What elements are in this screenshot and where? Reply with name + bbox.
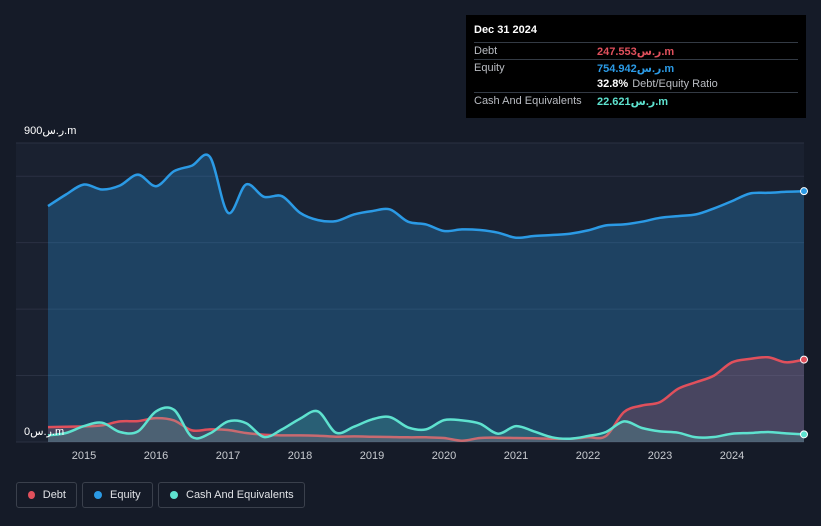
tooltip-equity-label: Equity: [474, 62, 505, 74]
x-tick-label: 2018: [287, 450, 313, 462]
x-tick-label: 2022: [575, 450, 601, 462]
legend-debt-label: Debt: [42, 489, 66, 501]
tooltip-equity-value: 754.942ر.س.m: [597, 62, 675, 75]
equity-dot-icon: [94, 491, 102, 499]
tooltip-cash-value: 22.621ر.س.m: [597, 95, 669, 108]
legend-equity-label: Equity: [110, 489, 141, 501]
tooltip-debt-row: Debt 247.553ر.س.m: [474, 42, 798, 59]
tooltip-debt-label: Debt: [474, 45, 498, 57]
tooltip-cash-row: Cash And Equivalents 22.621ر.س.m: [474, 92, 798, 109]
cash-area: [48, 407, 804, 442]
tooltip-date: Dec 31 2024: [474, 24, 537, 36]
tooltip-debt-value: 247.553ر.س.m: [597, 45, 675, 58]
tooltip-ratio-row: 32.8% Debt/Equity Ratio: [474, 76, 798, 92]
x-tick-label: 2021: [503, 450, 529, 462]
x-tick-label: 2017: [215, 450, 241, 462]
series-layer: [47, 153, 805, 442]
cash-line: [47, 406, 805, 441]
equity-end-marker: [800, 187, 808, 196]
debt-dot-icon: [28, 491, 35, 499]
tooltip-equity-row: Equity 754.942ر.س.m: [474, 59, 798, 76]
x-tick-label: 2023: [647, 450, 673, 462]
legend-cash-label: Cash And Equivalents: [186, 489, 294, 501]
tooltip-ratio-value: 32.8%: [597, 78, 629, 90]
equity-line: [47, 153, 805, 240]
legend-item-debt[interactable]: Debt: [16, 482, 77, 508]
grid-lines: [16, 142, 804, 443]
chart-legend: Debt Equity Cash And Equivalents: [16, 482, 305, 508]
data-tooltip: Dec 31 2024 Debt 247.553ر.س.m Equity 754…: [466, 15, 806, 118]
tooltip-cash-label: Cash And Equivalents: [474, 95, 582, 107]
equity-area: [48, 154, 804, 442]
debt-end-marker: [800, 355, 808, 364]
cash-dot-icon: [170, 491, 178, 499]
x-tick-label: 2024: [719, 450, 745, 462]
debt-line: [47, 355, 805, 442]
y-axis-min-label: 0ر.س.m: [24, 426, 65, 438]
cash-end-marker: [800, 430, 808, 439]
x-tick-label: 2019: [359, 450, 385, 462]
y-axis-max-label: 900ر.س.m: [24, 125, 77, 137]
x-tick-label: 2015: [71, 450, 97, 462]
end-markers: [800, 187, 808, 439]
x-tick-label: 2016: [143, 450, 169, 462]
legend-item-equity[interactable]: Equity: [82, 482, 153, 508]
x-tick-label: 2020: [431, 450, 457, 462]
legend-item-cash[interactable]: Cash And Equivalents: [158, 482, 305, 508]
tooltip-ratio-label: Debt/Equity Ratio: [632, 78, 718, 90]
